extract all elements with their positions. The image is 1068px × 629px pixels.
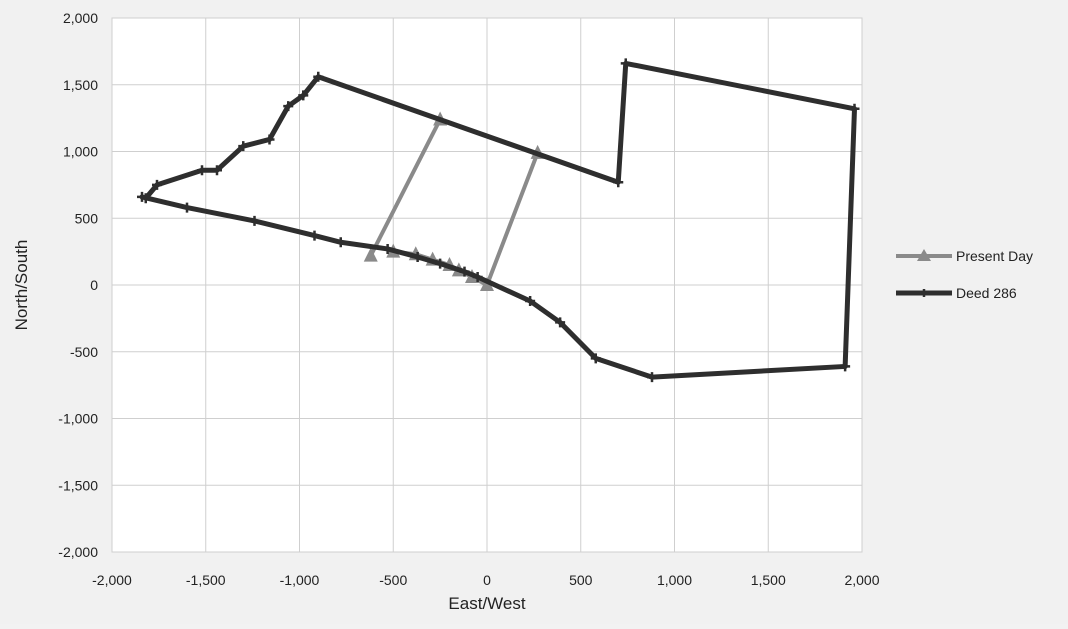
y-tick-label: 2,000 xyxy=(63,10,98,26)
y-axis-label: North/South xyxy=(12,240,31,331)
y-tick-label: 1,500 xyxy=(63,77,98,93)
series-deed-286 xyxy=(137,58,860,383)
data-point-plus xyxy=(283,101,294,112)
x-axis-label: East/West xyxy=(448,594,525,613)
data-point-plus xyxy=(459,266,470,277)
legend-triangle-marker xyxy=(917,249,931,261)
data-point-plus xyxy=(472,271,483,282)
data-point-triangle xyxy=(363,247,378,262)
data-point-plus xyxy=(197,165,207,176)
data-point-plus xyxy=(412,251,423,262)
data-point-plus xyxy=(555,317,566,328)
legend-entry-deed-286: Deed 286 xyxy=(896,285,1017,301)
x-tick-label: -500 xyxy=(379,572,407,588)
y-tick-label: 500 xyxy=(75,210,99,226)
legend-label-present-day: Present Day xyxy=(956,248,1033,264)
legend-plus-marker xyxy=(920,289,928,297)
data-point-plus xyxy=(525,296,536,307)
y-tick-label: -1,500 xyxy=(58,477,98,493)
data-point-plus xyxy=(647,372,657,383)
x-tick-label: 1,000 xyxy=(657,572,692,588)
y-tick-label: -1,000 xyxy=(58,411,98,427)
data-point-plus xyxy=(335,237,346,248)
x-tick-label: 500 xyxy=(569,572,593,588)
x-tick-label: -1,000 xyxy=(280,572,320,588)
y-tick-label: -2,000 xyxy=(58,544,98,560)
y-tick-label: 0 xyxy=(90,277,98,293)
series-line-present-day xyxy=(368,117,443,258)
x-tick-label: 0 xyxy=(483,572,491,588)
data-point-plus xyxy=(152,179,162,190)
data-point-plus xyxy=(620,58,631,69)
data-point-plus xyxy=(238,141,249,152)
legend-label-deed-286: Deed 286 xyxy=(956,285,1017,301)
legend: Present Day Deed 286 xyxy=(896,248,1033,301)
x-tick-label: -2,000 xyxy=(92,572,132,588)
data-point-plus xyxy=(435,258,446,269)
x-tick-label: -1,500 xyxy=(186,572,226,588)
data-point-plus xyxy=(590,353,601,364)
x-tick-label: 2,000 xyxy=(844,572,879,588)
data-point-plus xyxy=(298,90,309,101)
data-point-plus xyxy=(249,215,260,226)
data-point-plus xyxy=(382,243,393,254)
x-tick-label: 1,500 xyxy=(751,572,786,588)
grid-lines xyxy=(111,17,863,553)
data-point-plus xyxy=(212,165,222,176)
legend-entry-present-day: Present Day xyxy=(896,248,1033,264)
data-point-plus xyxy=(613,177,624,188)
data-point-plus xyxy=(137,191,147,202)
data-point-plus xyxy=(849,103,860,114)
x-axis-tick-labels: -2,000 -1,500 -1,000 -500 0 500 1,000 1,500 2,00… xyxy=(92,572,880,588)
y-tick-label: -500 xyxy=(70,344,98,360)
series-layer xyxy=(137,58,860,383)
data-point-plus xyxy=(309,230,320,241)
y-axis-tick-labels: -2,000 -1,500 -1,000 -500 0 500 1,000 1,500 2,00… xyxy=(58,10,98,560)
data-point-plus xyxy=(182,202,192,213)
data-point-plus xyxy=(264,134,275,145)
y-tick-label: 1,000 xyxy=(63,144,98,160)
data-point-plus xyxy=(313,71,324,82)
data-point-plus xyxy=(840,361,851,372)
